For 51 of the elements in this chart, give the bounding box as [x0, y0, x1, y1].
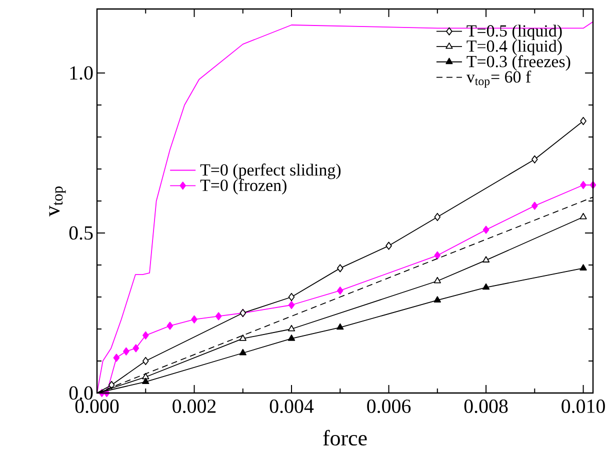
point	[580, 116, 586, 126]
y-tick-label: 0.0	[69, 386, 93, 400]
point	[123, 347, 130, 356]
point	[288, 300, 295, 310]
point	[239, 334, 246, 341]
point	[108, 380, 115, 390]
x-axis-title: force	[323, 430, 367, 446]
x-tick-label: 0.002	[172, 400, 216, 414]
point	[191, 315, 198, 324]
point	[113, 354, 120, 362]
x-tick-label: 0.008	[464, 400, 508, 414]
legend-label: v$_{top}$= 60 f	[466, 70, 532, 88]
x-tick-label: 0.006	[367, 400, 411, 414]
point	[482, 283, 490, 290]
y-tick-label: 1.0	[70, 66, 93, 80]
legend-label: T=0 (frozen)	[200, 178, 286, 194]
y-tick-label: 0.5	[69, 226, 93, 240]
point	[434, 251, 441, 260]
legend-label: T=0.4 (liquid)	[466, 40, 562, 56]
point	[532, 155, 538, 164]
point	[215, 312, 222, 320]
point	[336, 323, 344, 330]
point	[434, 276, 441, 284]
point	[239, 348, 246, 356]
point	[288, 324, 296, 332]
point	[434, 296, 441, 302]
point	[166, 322, 174, 330]
point	[336, 286, 344, 295]
point	[142, 356, 149, 366]
point	[434, 212, 441, 222]
point	[580, 264, 587, 270]
legend-label: T=0.5 (liquid)	[466, 24, 562, 40]
point	[580, 180, 586, 190]
point	[142, 372, 150, 380]
legend-label: T=0 (perfect sliding)	[200, 164, 341, 180]
point	[288, 292, 295, 302]
point	[142, 378, 150, 384]
point	[482, 226, 490, 234]
point	[532, 202, 538, 210]
point	[142, 331, 149, 340]
point	[336, 264, 344, 272]
x-tick-label: 0.004	[270, 400, 314, 414]
point	[386, 242, 392, 250]
point	[288, 334, 296, 341]
point	[482, 256, 490, 262]
legend-label: T=0.3 (freezes)	[466, 55, 570, 71]
x-tick-label: 0.010	[562, 400, 605, 414]
point	[132, 344, 140, 352]
y-axis-title: v$_{top}$	[49, 186, 66, 217]
point	[580, 212, 587, 220]
x-tick-label: 0.000	[75, 400, 119, 414]
